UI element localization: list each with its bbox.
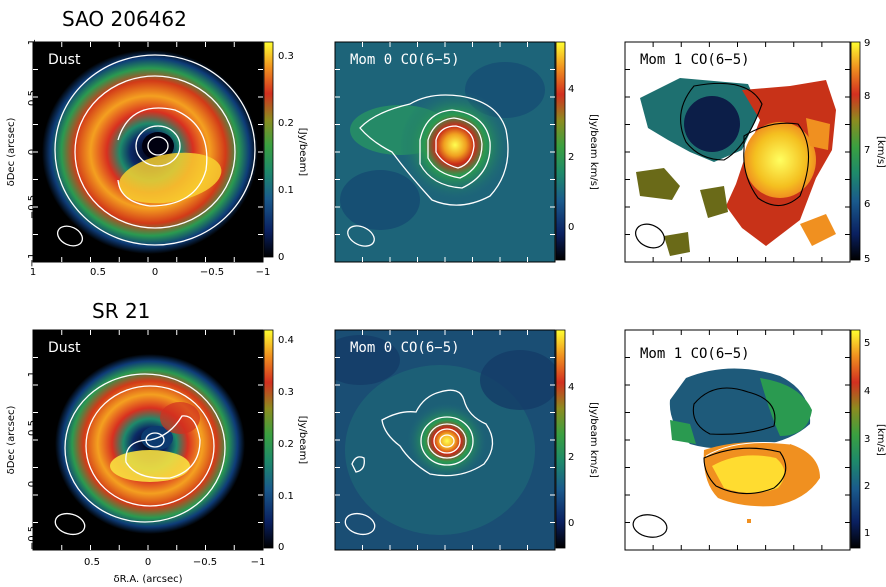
y-tick: 0.5 xyxy=(27,90,38,106)
cbar-tick: 7 xyxy=(864,145,870,156)
cbar-tick: 0 xyxy=(568,518,574,529)
colorbar-sr21-mom1: 1 2 3 4 5 [km/s] xyxy=(850,329,886,549)
colorbar-sr21-mom0: 0 2 4 [Jy/beam km/s] xyxy=(555,329,599,549)
cbar-tick: 5 xyxy=(864,254,870,265)
colorbar-sao-mom1: 5 6 7 8 9 [km/s] xyxy=(850,38,886,265)
cbar-tick: 0.2 xyxy=(278,118,294,129)
cbar-tick: 6 xyxy=(864,199,870,210)
x-tick: −1 xyxy=(251,557,266,568)
cbar-tick: 0 xyxy=(278,542,284,553)
cbar-tick: 4 xyxy=(568,84,574,95)
panel-sr21-mom0: Mom 0 CO(6−5) xyxy=(334,329,556,551)
panel-title: Mom 1 CO(6−5) xyxy=(640,52,750,68)
panel-sr21-mom1: Mom 1 CO(6−5) xyxy=(624,329,851,551)
cbar-tick: 4 xyxy=(864,386,870,397)
x-tick: −1 xyxy=(256,267,271,278)
colorbar-sao-dust: 0 0.1 0.2 0.3 [Jy/beam] xyxy=(263,41,308,263)
x-tick: −0.5 xyxy=(200,267,224,278)
y-tick: −1 xyxy=(27,253,38,268)
panel-sr21-dust: Dust δDec (arcsec) 1 0.5 0 −0.5 0.5 0 −0… xyxy=(6,329,266,585)
row-title-1: SAO 206462 xyxy=(62,7,187,31)
x-tick: 0 xyxy=(152,267,158,278)
panel-title: Mom 1 CO(6−5) xyxy=(640,346,750,362)
y-tick: 0.5 xyxy=(27,420,38,436)
x-tick: 0 xyxy=(145,557,151,568)
colorbar-sr21-dust: 0 0.1 0.2 0.3 0.4 [Jy/beam] xyxy=(263,329,308,553)
colorbar-label: [km/s] xyxy=(875,136,886,168)
cbar-tick: 5 xyxy=(864,338,870,349)
cbar-tick: 0 xyxy=(278,252,284,263)
colorbar-label: [Jy/beam] xyxy=(297,416,308,465)
panel-title: Mom 0 CO(6−5) xyxy=(350,340,460,356)
colorbar-label: [km/s] xyxy=(875,424,886,456)
cbar-tick: 1 xyxy=(864,528,870,539)
colorbar-sao-mom0: 0 2 4 [Jy/beam km/s] xyxy=(555,41,599,261)
y-tick: −0.5 xyxy=(27,526,38,550)
cbar-tick: 0.1 xyxy=(278,491,294,502)
y-axis-label: δDec (arcsec) xyxy=(6,117,17,186)
cbar-tick: 2 xyxy=(568,152,574,163)
cbar-tick: 9 xyxy=(864,38,870,49)
cbar-tick: 0.3 xyxy=(278,51,294,62)
colorbar-label: [Jy/beam km/s] xyxy=(588,114,599,190)
x-tick: −0.5 xyxy=(193,557,217,568)
colorbar-label: [Jy/beam] xyxy=(297,128,308,177)
y-tick: 0 xyxy=(27,481,38,487)
cbar-tick: 2 xyxy=(864,481,870,492)
panel-sao-dust: Dust δDec (arcsec) 1 0.5 0 −0.5 −1 1 0.5… xyxy=(6,39,270,278)
cbar-tick: 8 xyxy=(864,91,870,102)
panel-title: Dust xyxy=(48,52,81,68)
y-tick: 1 xyxy=(27,371,38,377)
y-axis-label: δDec (arcsec) xyxy=(6,405,17,474)
x-tick: 1 xyxy=(30,267,36,278)
colorbar-label: [Jy/beam km/s] xyxy=(588,402,599,478)
panel-title: Dust xyxy=(48,340,81,356)
x-axis-label: δR.A. (arcsec) xyxy=(113,574,182,585)
row-title-2: SR 21 xyxy=(92,299,150,323)
cbar-tick: 0.1 xyxy=(278,185,294,196)
y-tick: 0 xyxy=(27,149,38,155)
y-tick: 1 xyxy=(27,39,38,45)
cbar-tick: 4 xyxy=(568,382,574,393)
cbar-tick: 3 xyxy=(864,434,870,445)
panel-title: Mom 0 CO(6−5) xyxy=(350,52,460,68)
x-tick: 0.5 xyxy=(84,557,100,568)
y-tick: −0.5 xyxy=(27,195,38,219)
cbar-tick: 0 xyxy=(568,222,574,233)
panel-sao-mom1: Mom 1 CO(6−5) xyxy=(624,41,851,263)
cbar-tick: 0.3 xyxy=(278,387,294,398)
cbar-tick: 2 xyxy=(568,452,574,463)
x-tick: 0.5 xyxy=(90,267,106,278)
cbar-tick: 0.4 xyxy=(278,335,294,346)
cbar-tick: 0.2 xyxy=(278,439,294,450)
panel-sao-mom0: Mom 0 CO(6−5) xyxy=(334,41,556,263)
